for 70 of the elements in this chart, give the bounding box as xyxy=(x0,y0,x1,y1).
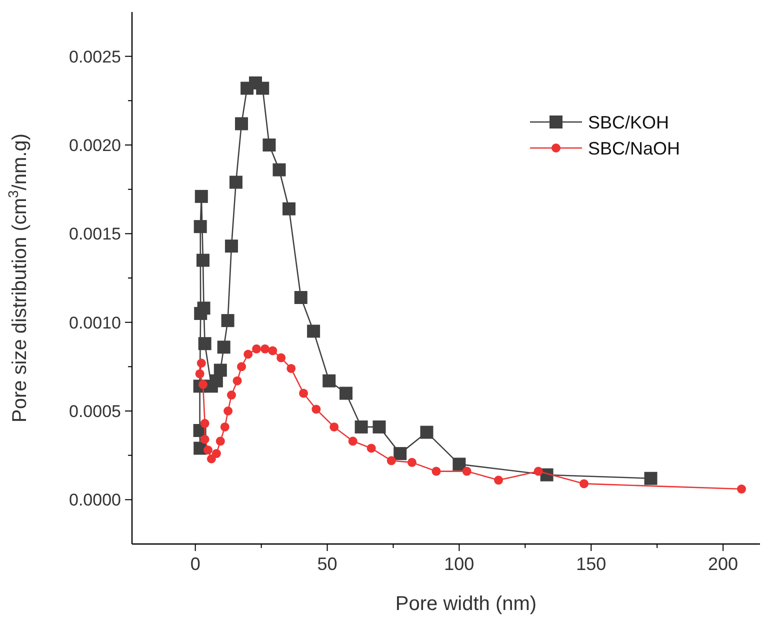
point xyxy=(372,420,386,434)
text: 0.0000 xyxy=(69,490,121,510)
point xyxy=(232,376,242,386)
point xyxy=(312,404,321,414)
point xyxy=(212,449,221,458)
point xyxy=(260,344,270,354)
point xyxy=(196,254,210,267)
x-tick-label: 150 xyxy=(576,554,606,574)
point xyxy=(196,358,206,368)
point xyxy=(224,406,233,416)
y-tick-label: 0.0025 xyxy=(69,47,121,66)
point xyxy=(276,353,286,362)
point xyxy=(229,176,242,189)
point xyxy=(194,190,208,203)
y-tick-label: 0.0005 xyxy=(69,402,121,421)
point xyxy=(737,484,746,494)
point xyxy=(220,422,230,432)
point xyxy=(420,426,434,439)
point xyxy=(282,202,296,216)
point xyxy=(294,291,308,304)
point xyxy=(407,458,416,467)
point xyxy=(462,466,472,476)
point xyxy=(197,302,210,315)
point xyxy=(494,476,504,485)
point xyxy=(268,346,278,356)
legend-label: SBC/KOH xyxy=(588,112,670,132)
point xyxy=(354,420,368,434)
point xyxy=(195,369,204,378)
point xyxy=(200,418,210,428)
point xyxy=(244,350,253,359)
x-tick-label: 0 xyxy=(190,554,200,574)
point xyxy=(386,456,396,466)
point xyxy=(272,163,286,176)
point xyxy=(235,117,248,130)
x-axis-title: Pore width (nm) xyxy=(395,593,537,615)
point xyxy=(256,82,270,95)
point xyxy=(203,446,212,455)
x-tick-label: 50 xyxy=(317,554,338,574)
point xyxy=(339,386,352,400)
y-tick-label: 0.0015 xyxy=(69,224,121,244)
point xyxy=(366,444,376,453)
point xyxy=(198,337,212,350)
point xyxy=(644,472,658,485)
point xyxy=(452,458,466,471)
point xyxy=(432,466,441,476)
point xyxy=(322,374,336,388)
point xyxy=(299,388,308,398)
y-tick-label: 0.0020 xyxy=(69,136,121,155)
point xyxy=(307,324,320,338)
point xyxy=(286,364,296,373)
y-tick-label: 0.0010 xyxy=(69,313,121,332)
point xyxy=(216,436,225,446)
point xyxy=(252,344,262,354)
point xyxy=(194,220,207,234)
point xyxy=(237,362,246,372)
point xyxy=(262,138,276,152)
point xyxy=(214,364,227,377)
point xyxy=(580,479,588,488)
point xyxy=(221,314,234,328)
point xyxy=(348,436,358,446)
point xyxy=(224,240,238,253)
point xyxy=(330,422,339,432)
x-tick-label: 100 xyxy=(444,554,474,574)
x-tick-label: 200 xyxy=(708,554,738,574)
point xyxy=(394,447,407,460)
point xyxy=(217,340,230,354)
point xyxy=(226,390,236,400)
legend-label: SBC/NaOH xyxy=(588,138,680,158)
point xyxy=(200,434,210,444)
point xyxy=(534,466,543,476)
